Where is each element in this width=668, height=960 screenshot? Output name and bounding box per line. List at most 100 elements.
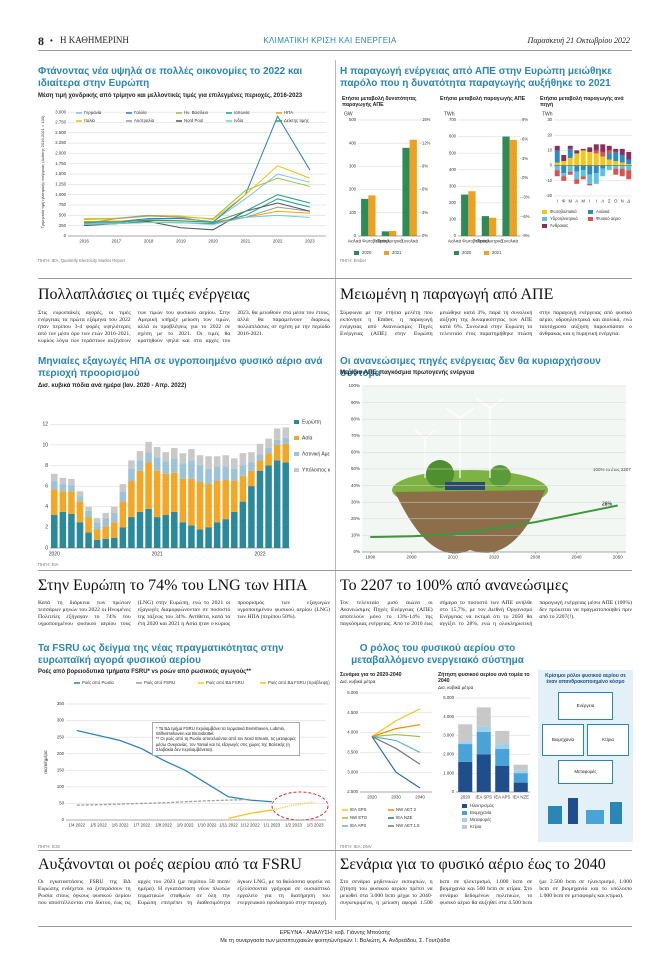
y-tick-label: 60%: [351, 450, 360, 455]
bar: [136, 460, 144, 471]
price-chart: Τριμηνιαία τιμή ηλεκτρικής ενέργειας (Δε…: [40, 109, 326, 243]
panel-title: Ετήσια μεταβολή δυνατότητας παραγωγής ΑΠ…: [342, 96, 417, 108]
bar: [68, 478, 75, 486]
legend-label: Μεταφορές: [470, 817, 491, 822]
headline: Το 2207 το 100% από ανανεώσιμες: [340, 577, 568, 594]
bar: [59, 477, 67, 485]
generation-chart: TWh 0 100 200 300 400 500 600 700 -9% -6% -3% 0% 3% 6…: [444, 111, 530, 255]
legend-label: Βιομηχανία: [470, 810, 492, 815]
bar: [580, 165, 586, 171]
diagram-box: Βιομηχανία: [542, 724, 584, 756]
series-line: [76, 798, 251, 806]
y-tick-label: 100: [57, 784, 65, 789]
bar: [402, 147, 410, 236]
legend-swatch: [588, 210, 593, 214]
bar: [76, 491, 84, 497]
legend-label: IEA SPS: [350, 807, 367, 812]
bar: [273, 460, 281, 548]
legend-label: Λατινική Αμερική: [302, 450, 330, 457]
bar: [162, 473, 169, 516]
bar: [361, 198, 369, 236]
y-tick-label: 4.000: [443, 714, 454, 719]
bar: [196, 455, 204, 466]
x-tick-label: Α: [575, 198, 578, 203]
bar: [59, 484, 67, 492]
bar: [256, 443, 264, 455]
separator: •: [50, 36, 53, 45]
x-tick-label: Δ: [627, 198, 630, 203]
legend-label: Ιαπωνία: [234, 110, 250, 115]
y-tick-label: 90%: [351, 400, 360, 405]
y-tick-label: 300: [349, 164, 357, 169]
y-tick-label: 600: [449, 134, 457, 139]
bar: [513, 764, 528, 771]
bar: [231, 458, 238, 469]
bar: [613, 168, 619, 175]
bar: [239, 501, 247, 548]
y2-tick-label: -3%: [522, 194, 530, 199]
bar: [102, 526, 109, 539]
bar: [567, 158, 573, 166]
bar: [593, 173, 599, 184]
bar: [495, 744, 510, 749]
bar: [248, 452, 255, 463]
legend-label: Κτίρια: [470, 824, 482, 829]
bar: [196, 529, 204, 548]
x-tick-label: 1990: [365, 555, 376, 560]
bar: [587, 151, 593, 166]
bar: [593, 165, 599, 174]
x-tick-label: Σ: [608, 198, 611, 203]
x-tick-label: IEA NZE: [513, 794, 530, 799]
bar: [554, 165, 560, 171]
source: ΠΗΓΗ: Ember: [340, 258, 367, 263]
legend-swatch: [384, 251, 389, 255]
bar: [481, 216, 489, 236]
bar: [153, 446, 161, 458]
y2-tick-label: -6%: [522, 214, 530, 219]
bar: [273, 444, 281, 461]
bar: [256, 460, 264, 471]
y-tick-label: 200: [57, 751, 65, 756]
legend-swatch: [454, 251, 459, 255]
bar: [76, 501, 84, 523]
bar: [59, 491, 67, 512]
x-tick-label: 2020: [208, 238, 218, 243]
bar: [600, 151, 606, 157]
bar: [461, 194, 469, 236]
y-tick-label: 0: [550, 163, 553, 168]
y2-tick-label: 12%: [422, 140, 431, 145]
bar: [85, 506, 92, 511]
legend-swatch: [588, 217, 593, 221]
bar: [222, 455, 229, 467]
bar: [273, 428, 281, 440]
header-rule: [38, 50, 632, 51]
x-tick-label: 1/3 2023: [307, 822, 324, 827]
bar: [213, 456, 221, 467]
bar: [179, 463, 187, 479]
series-line: [371, 736, 421, 789]
legend-label: IEA APS: [350, 823, 366, 828]
headline: Πολλαπλάσιες οι τιμές ενέργειας: [38, 286, 250, 303]
research-credit: ΕΡΕΥΝΑ - ΑΝΑΛΥΣΗ: κοβ. Γιάννης Μπούσης: [279, 930, 391, 936]
bar: [68, 513, 75, 548]
bar: [265, 438, 272, 449]
date: Παρασκευή 21 Οκτωβρίου 2022: [527, 36, 630, 45]
y2-tick-label: 9%: [522, 117, 528, 122]
bar: [136, 451, 144, 461]
y-tick-label: 2: [45, 525, 48, 531]
y-tick-label: 2.500: [55, 130, 66, 135]
x-tick-label: 2000: [406, 555, 417, 560]
credits: Με τη συνεργασία των μεταπτυχιακών φοιτη…: [220, 938, 450, 944]
bar: [171, 472, 178, 512]
x-tick-label: 2018: [144, 238, 154, 243]
article-body: Σύμφωνα με την ετήσια μελέτη που εκπόνησ…: [340, 310, 632, 337]
bar: [574, 153, 580, 166]
legend-label: Αυστραλία: [134, 118, 155, 123]
legend-label: Ροές από Ρωσία: [82, 680, 114, 685]
diagram-title: Κρίσιμοι ρόλοι φυσικού αερίου σε έναν απ…: [545, 673, 626, 685]
y-tick-label: 3.000: [347, 769, 358, 774]
y-tick-label: 0: [62, 817, 65, 822]
bar: [567, 165, 573, 172]
legend-label: Ροές από ΒΔ FSRU (πρόβλεψη): [268, 680, 330, 685]
